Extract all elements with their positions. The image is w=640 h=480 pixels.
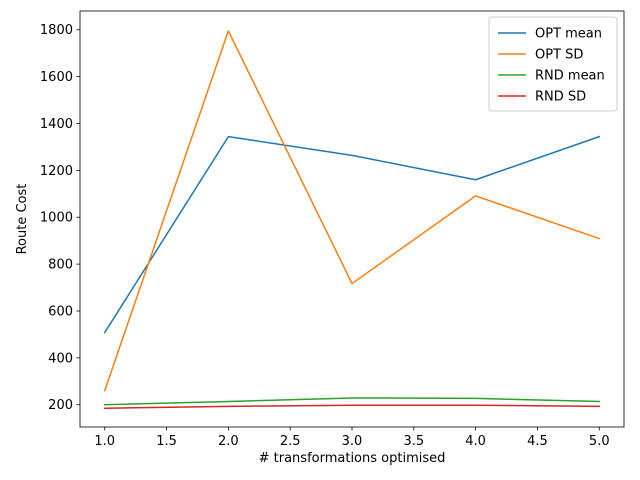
y-tick-label: 200	[48, 398, 73, 413]
series-line-3	[103, 404, 601, 410]
y-tick-label: 800	[48, 258, 73, 273]
x-tick-label: 2.0	[218, 434, 239, 449]
x-tick-label: 4.0	[465, 434, 486, 449]
x-tick-label: 1.0	[94, 434, 115, 449]
y-tick-label: 1200	[40, 164, 73, 179]
series-line-2	[103, 397, 601, 406]
x-tick-label: 3.0	[342, 434, 363, 449]
x-tick-label: 2.5	[280, 434, 301, 449]
series-line-0	[103, 135, 601, 334]
x-axis-ticks: 1.0 1.5 2.0 2.5 3.0 3.5 4.0 4.5 5.0	[94, 427, 610, 449]
x-tick-label: 4.5	[527, 434, 548, 449]
y-tick-label: 400	[48, 351, 73, 366]
legend-entry: OPT mean	[535, 27, 602, 42]
y-tick-label: 1800	[40, 23, 73, 38]
x-tick-label: 5.0	[589, 434, 610, 449]
legend-entry: RND mean	[535, 69, 605, 84]
legend-box	[488, 16, 618, 112]
x-tick-label: 3.5	[403, 434, 424, 449]
legend-entry: OPT SD	[535, 48, 583, 63]
y-axis-label: Route Cost	[15, 184, 30, 255]
x-tick-label: 1.5	[156, 434, 177, 449]
x-axis-label: # transformations optimised	[259, 451, 446, 466]
y-tick-label: 1000	[40, 211, 73, 226]
y-axis-ticks: 200 400 600 800 1000 1200 1400 1600 1800	[40, 23, 80, 413]
y-tick-label: 1400	[40, 117, 73, 132]
legend-entry: RND SD	[535, 90, 586, 105]
series-layer	[103, 30, 601, 410]
legend: OPT mean OPT SD RND mean RND SD	[488, 16, 618, 112]
y-tick-label: 1600	[40, 70, 73, 85]
series-line-1	[103, 30, 601, 392]
y-tick-label: 600	[48, 304, 73, 319]
